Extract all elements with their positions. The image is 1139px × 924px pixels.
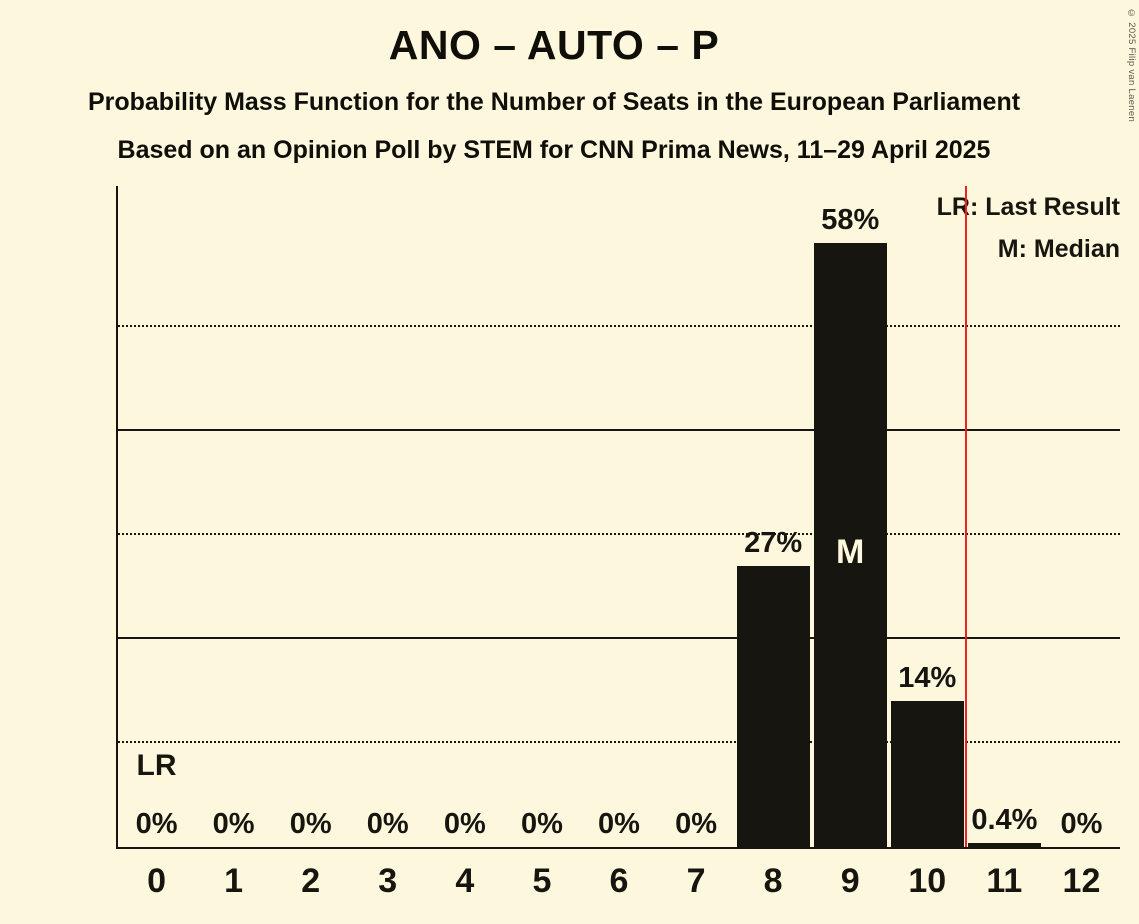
legend-item-last-result: LR: Last Result: [936, 193, 1120, 221]
bar-value-label: 0%: [443, 808, 486, 840]
x-tick-10: 10: [908, 862, 947, 900]
x-tick-3: 3: [378, 862, 398, 900]
x-tick-2: 2: [301, 862, 321, 900]
gridline-20pct: [118, 636, 1120, 639]
bar-value-label: 0%: [520, 808, 563, 840]
bar[interactable]: [736, 565, 810, 847]
x-tick-7: 7: [686, 862, 706, 900]
x-tick-12: 12: [1062, 862, 1101, 900]
bar-slot[interactable]: 0%: [349, 186, 426, 847]
bar-slot[interactable]: 0%: [1043, 186, 1120, 847]
bar-slot[interactable]: 0%: [658, 186, 735, 847]
bar-slot[interactable]: 0%: [503, 186, 580, 847]
bar-slot[interactable]: 0.4%: [966, 186, 1043, 847]
last-result-line: [964, 186, 967, 847]
bar[interactable]: [967, 842, 1041, 847]
chart-subtitle: Probability Mass Function for the Number…: [87, 88, 1021, 116]
bar-slot[interactable]: 58% M: [812, 186, 889, 847]
bar-value-label: 14%: [898, 662, 957, 695]
x-tick-5: 5: [532, 862, 552, 900]
bar-slot[interactable]: 0%: [426, 186, 503, 847]
x-tick-0: 0: [147, 862, 166, 900]
bar-value-label: 0.4%: [971, 803, 1038, 836]
chart-legend: LR: Last Result M: Median: [937, 186, 1120, 270]
x-tick-11: 11: [986, 862, 1023, 900]
x-tick-8: 8: [763, 862, 783, 900]
gridline-10pct: [118, 740, 1120, 743]
copyright-notice: © 2025 Filip van Laenen: [1126, 8, 1137, 123]
y-axis-line: [116, 186, 118, 847]
bar-value-label: 0%: [289, 808, 332, 840]
x-tick-6: 6: [609, 862, 629, 900]
bar[interactable]: [813, 243, 887, 847]
x-tick-9: 9: [840, 862, 860, 900]
bar-value-label: 0%: [675, 808, 718, 840]
bar-slot[interactable]: 0%: [195, 186, 272, 847]
bar-value-label: 58%: [821, 204, 880, 237]
chart-source-note: Based on an Opinion Poll by STEM for CNN…: [117, 136, 991, 164]
bar-value-label: 0%: [212, 808, 255, 840]
x-tick-1: 1: [224, 862, 244, 900]
bar-slot[interactable]: 0%: [272, 186, 349, 847]
gridline-50pct: [118, 324, 1120, 327]
bar-value-label: 0%: [598, 808, 640, 840]
x-tick-4: 4: [455, 862, 475, 900]
bar-slot[interactable]: 0% LR: [118, 186, 195, 847]
median-marker: M: [836, 533, 865, 571]
bar-value-label: 0%: [1060, 808, 1103, 840]
x-axis-line: [116, 847, 1120, 849]
bar-value-label: 0%: [135, 808, 178, 840]
gridline-30pct: [118, 532, 1120, 535]
bar-slot[interactable]: 14%: [889, 186, 966, 847]
bar-slot[interactable]: 0%: [580, 186, 657, 847]
legend-item-median: M: Median: [997, 235, 1120, 263]
page-title: ANO – AUTO – P: [388, 22, 720, 68]
gridline-40pct: [118, 428, 1120, 431]
plot-area: 0% LR 0% 0% 0% 0% 0% 0% 0% 27% 58% M 14% 0.4% 0%: [116, 186, 1120, 849]
bar-value-label: 0%: [366, 808, 409, 840]
bar-slot[interactable]: 27%: [735, 186, 812, 847]
bar[interactable]: [890, 701, 964, 847]
last-result-marker: LR: [136, 748, 177, 782]
bar-value-label: 27%: [744, 526, 803, 559]
